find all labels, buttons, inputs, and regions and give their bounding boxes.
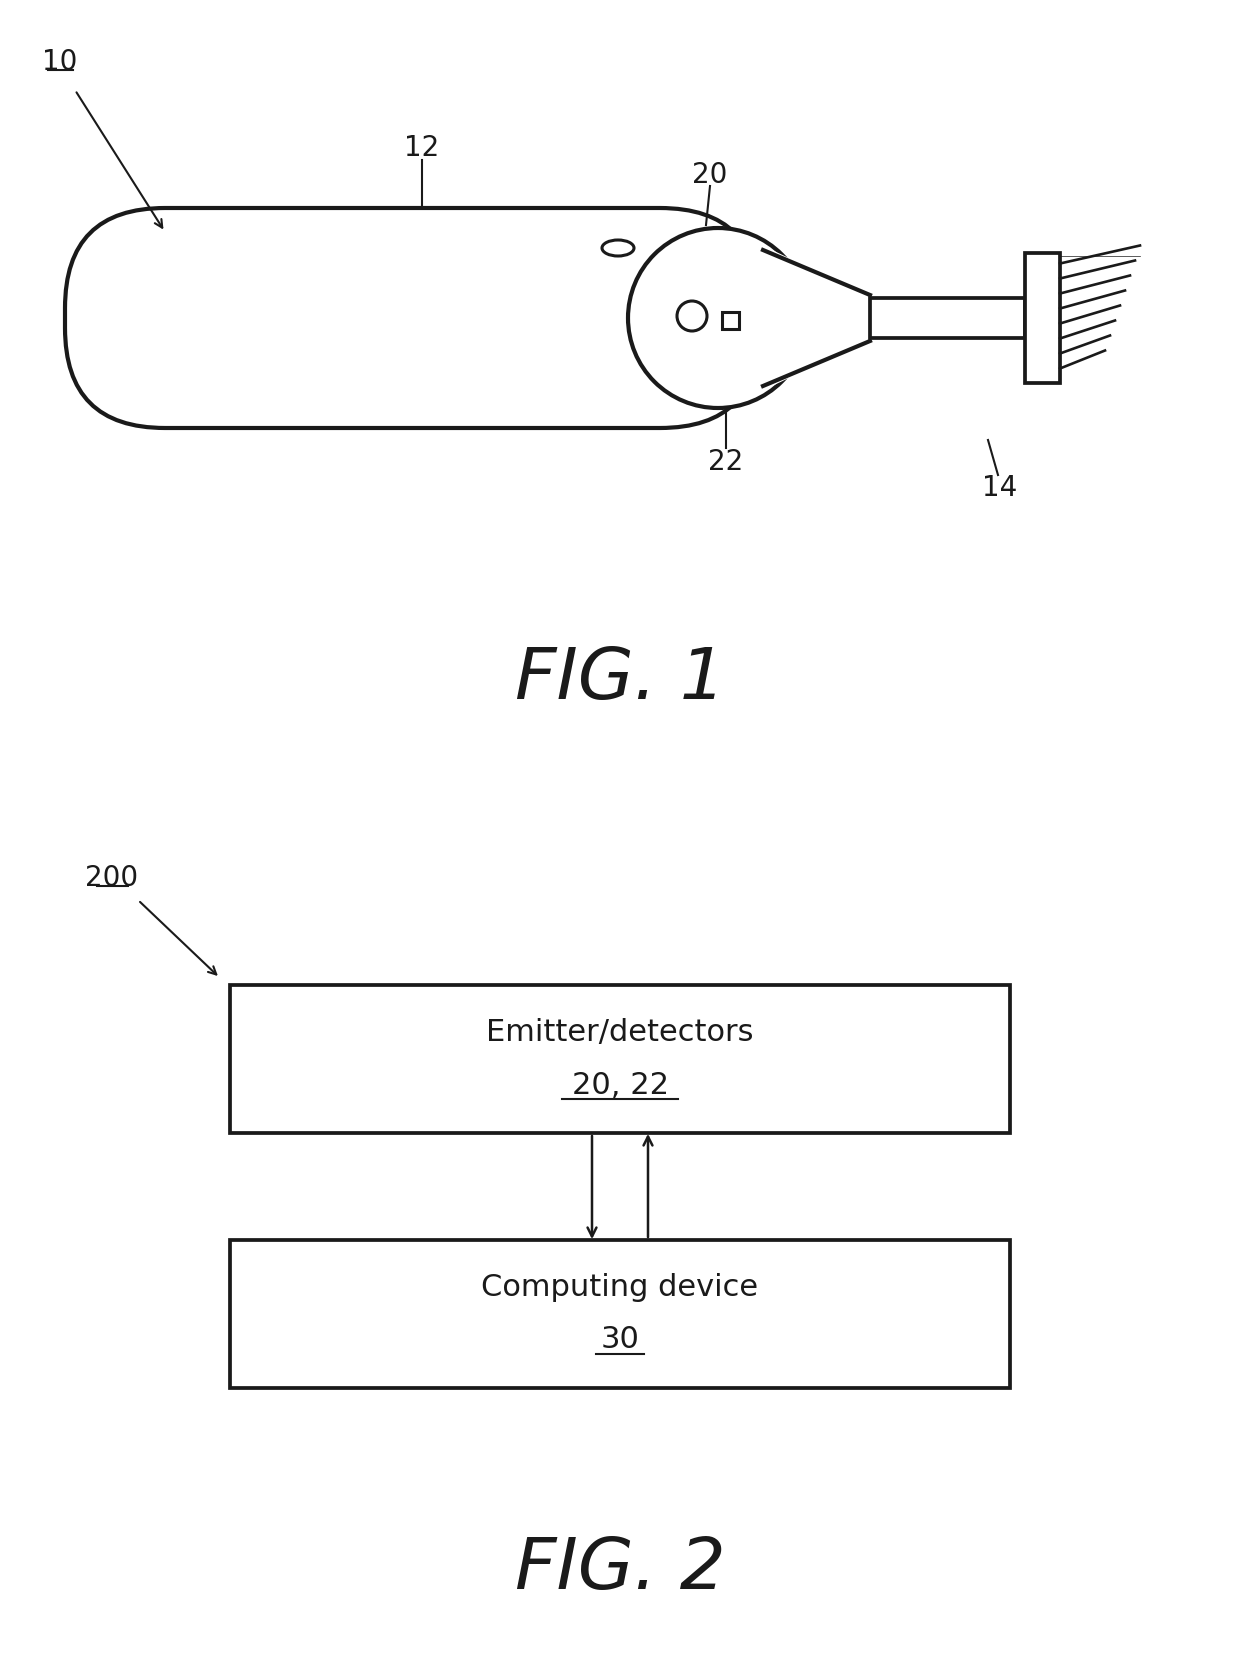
Text: 20, 22: 20, 22 [572,1070,668,1100]
Circle shape [627,229,808,408]
Text: FIG. 2: FIG. 2 [515,1536,725,1604]
Bar [1025,254,1060,383]
Polygon shape [768,249,868,388]
Text: 22: 22 [708,447,744,476]
Text: 10: 10 [42,48,78,76]
Text: FIG. 1: FIG. 1 [515,646,725,714]
Text: 12: 12 [404,134,440,162]
Text: 200: 200 [86,863,139,891]
Text: 14: 14 [982,474,1018,502]
Bar [229,1239,1011,1389]
Text: 20: 20 [692,161,728,189]
Text: Emitter/detectors: Emitter/detectors [486,1019,754,1047]
Bar [870,298,1025,338]
Bar [229,984,1011,1133]
Text: Computing device: Computing device [481,1274,759,1302]
Bar [722,312,739,328]
Text: 30: 30 [600,1326,640,1354]
